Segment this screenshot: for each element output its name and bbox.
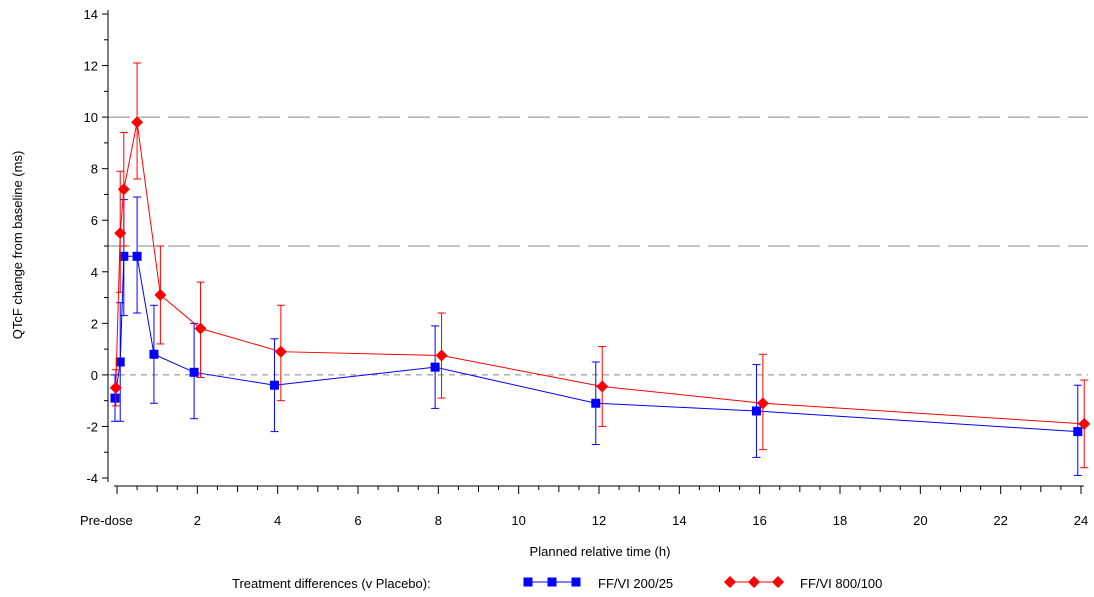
legend-marker — [547, 577, 557, 587]
x-axis-ticks: Pre-dose 2 4 6 8 10 12 14 16 18 20 22 24 — [80, 486, 1088, 528]
x-axis-title: Planned relative time (h) — [530, 544, 671, 559]
data-point — [435, 349, 448, 362]
legend-item-2: FF/VI 800/100 — [724, 576, 882, 591]
data-point — [117, 183, 130, 196]
data-point — [189, 367, 199, 377]
y-tick-label: 6 — [91, 213, 98, 228]
data-point — [110, 393, 120, 403]
legend-marker — [571, 577, 581, 587]
data-point — [596, 380, 609, 393]
data-point — [756, 397, 769, 410]
series-1 — [110, 196, 1083, 476]
data-point — [154, 288, 167, 301]
x-tick-label: Pre-dose — [80, 513, 133, 528]
x-tick-label: 4 — [274, 513, 281, 528]
legend-items: FF/VI 200/25 FF/VI 800/100 — [523, 576, 882, 591]
x-tick-label: 8 — [435, 513, 442, 528]
series-2 — [109, 62, 1091, 469]
data-point — [269, 380, 279, 390]
x-tick-label: 22 — [993, 513, 1007, 528]
y-tick-label: 14 — [84, 7, 98, 22]
y-tick-label: 0 — [91, 368, 98, 383]
series-line — [115, 122, 1085, 425]
x-tick-label: 20 — [913, 513, 927, 528]
y-tick-label: 12 — [84, 59, 98, 74]
data-point — [131, 116, 144, 129]
data-point — [591, 398, 601, 408]
y-tick-label: 10 — [84, 110, 98, 125]
x-tick-label: 18 — [833, 513, 847, 528]
y-tick-label: 8 — [91, 162, 98, 177]
x-tick-label: 2 — [194, 513, 201, 528]
legend: Treatment differences (v Placebo): FF/VI… — [232, 576, 882, 591]
data-point — [109, 381, 122, 394]
data-point — [119, 251, 129, 261]
x-tick-label: 10 — [511, 513, 525, 528]
legend-title: Treatment differences (v Placebo): — [232, 576, 431, 591]
data-point — [114, 227, 127, 240]
y-axis-title: QTcF change from baseline (ms) — [10, 151, 25, 340]
data-point — [751, 406, 761, 416]
data-point — [430, 362, 440, 372]
data-point — [1078, 417, 1091, 430]
legend-label: FF/VI 800/100 — [800, 576, 882, 591]
legend-marker — [523, 577, 533, 587]
data-point — [274, 345, 287, 358]
data-point — [149, 349, 159, 359]
data-point — [1073, 427, 1083, 437]
x-tick-label: 16 — [752, 513, 766, 528]
legend-marker — [724, 576, 736, 588]
x-tick-label: 24 — [1074, 513, 1088, 528]
reference-lines — [108, 116, 1088, 376]
legend-marker — [772, 576, 784, 588]
y-tick-label: 2 — [91, 316, 98, 331]
y-tick-label: 4 — [91, 265, 98, 280]
legend-marker — [748, 576, 760, 588]
y-axis-ticks: -4 -2 0 2 4 6 8 10 12 14 — [84, 7, 108, 486]
data-point — [132, 251, 142, 261]
y-tick-label: -4 — [86, 471, 98, 486]
data-point — [194, 322, 207, 335]
y-tick-label: -2 — [86, 419, 98, 434]
legend-label: FF/VI 200/25 — [598, 576, 673, 591]
legend-item-1: FF/VI 200/25 — [523, 576, 673, 591]
x-tick-label: 14 — [672, 513, 686, 528]
series-layer — [109, 62, 1091, 476]
x-tick-label: 6 — [354, 513, 361, 528]
x-tick-label: 12 — [592, 513, 606, 528]
data-point — [115, 357, 125, 367]
